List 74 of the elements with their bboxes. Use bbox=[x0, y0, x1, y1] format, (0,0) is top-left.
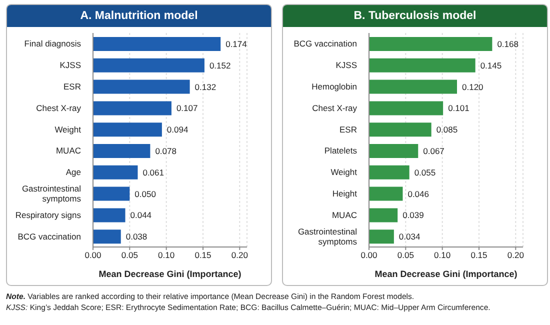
data-label: 0.107 bbox=[176, 103, 198, 114]
bar bbox=[369, 80, 457, 94]
bar bbox=[93, 208, 126, 222]
bar bbox=[369, 101, 444, 116]
data-label: 0.120 bbox=[462, 82, 484, 92]
bar bbox=[93, 165, 138, 180]
y-tick-label: KJSS bbox=[60, 60, 82, 70]
x-axis-title: Mean Decrease Gini (Importance) bbox=[98, 269, 242, 279]
data-label: 0.101 bbox=[448, 103, 470, 114]
y-tick-label: Gastrointestinal symptoms bbox=[22, 184, 82, 204]
y-tick-label: Platelets bbox=[324, 146, 357, 156]
x-axis-title: Mean Decrease Gini (Importance) bbox=[374, 269, 518, 279]
data-label: 0.046 bbox=[408, 188, 430, 199]
bar bbox=[93, 58, 204, 72]
bar bbox=[93, 186, 130, 201]
data-label: 0.050 bbox=[134, 188, 156, 199]
y-tick-label: MUAC bbox=[56, 146, 81, 156]
data-label: 0.061 bbox=[142, 167, 164, 178]
y-tick-label: ESR bbox=[340, 124, 357, 134]
x-tick-label: 0.05 bbox=[121, 250, 138, 260]
y-tick-label: KJSS bbox=[336, 60, 358, 70]
data-label: 0.168 bbox=[497, 39, 519, 50]
x-tick-label: 0.10 bbox=[158, 250, 175, 260]
y-tick-label: BCG vaccination bbox=[18, 231, 82, 242]
y-tick-label: Height bbox=[332, 188, 358, 198]
bar bbox=[369, 208, 398, 222]
bar bbox=[369, 186, 403, 201]
y-tick-label: Chest X-ray bbox=[312, 102, 358, 113]
data-label: 0.055 bbox=[414, 167, 436, 178]
bar bbox=[369, 165, 410, 180]
bar bbox=[93, 101, 172, 116]
data-label: 0.078 bbox=[155, 146, 177, 156]
y-tick-label: Hemoglobin bbox=[312, 82, 358, 92]
y-tick-label: Respiratory signs bbox=[15, 210, 81, 220]
bar bbox=[369, 144, 418, 158]
y-tick-label: Weight bbox=[54, 124, 82, 134]
x-tick-label: 0.00 bbox=[360, 250, 378, 260]
x-tick-label: 0.00 bbox=[84, 250, 102, 260]
chart-title: A. Malnutrition model bbox=[7, 5, 271, 27]
y-tick-label: BCG vaccination bbox=[294, 38, 358, 49]
data-label: 0.039 bbox=[402, 210, 424, 220]
x-tick-label: 0.15 bbox=[194, 250, 212, 260]
data-label: 0.174 bbox=[226, 39, 248, 50]
y-tick-label: Gastrointestinal symptoms bbox=[298, 226, 358, 246]
bar bbox=[369, 122, 432, 137]
bar bbox=[93, 37, 221, 51]
y-tick-label: Weight bbox=[330, 167, 358, 178]
y-tick-label: Age bbox=[66, 167, 82, 178]
y-tick-label: ESR bbox=[64, 82, 81, 92]
x-tick-label: 0.10 bbox=[434, 250, 451, 260]
data-label: 0.038 bbox=[126, 232, 148, 242]
bar bbox=[369, 37, 492, 51]
y-tick-label: Final diagnosis bbox=[24, 38, 81, 49]
data-label: 0.094 bbox=[166, 124, 188, 135]
bar bbox=[369, 230, 394, 244]
x-tick-label: 0.20 bbox=[231, 250, 248, 260]
chart-title: B. Tuberculosis model bbox=[283, 5, 547, 27]
data-label: 0.034 bbox=[398, 232, 420, 242]
bar bbox=[93, 144, 150, 158]
bar bbox=[93, 122, 162, 137]
x-tick-label: 0.05 bbox=[397, 250, 414, 260]
bar bbox=[93, 80, 190, 94]
data-label: 0.085 bbox=[436, 124, 458, 135]
bar bbox=[93, 230, 121, 244]
data-label: 0.132 bbox=[194, 82, 216, 92]
data-label: 0.145 bbox=[480, 60, 502, 70]
bar bbox=[369, 58, 476, 72]
y-tick-label: MUAC bbox=[332, 210, 357, 220]
x-tick-label: 0.15 bbox=[470, 250, 488, 260]
data-label: 0.152 bbox=[209, 60, 232, 70]
data-label: 0.067 bbox=[423, 146, 445, 156]
data-label: 0.044 bbox=[130, 210, 152, 220]
x-tick-label: 0.20 bbox=[507, 250, 524, 260]
y-tick-label: Chest X-ray bbox=[36, 102, 82, 113]
